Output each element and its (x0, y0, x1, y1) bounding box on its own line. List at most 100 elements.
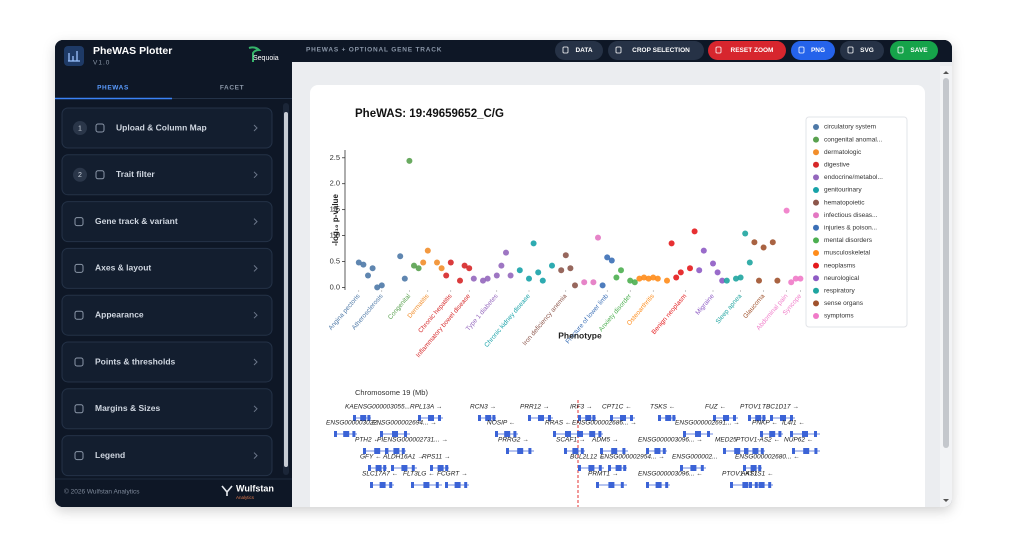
section-card[interactable] (61, 107, 273, 149)
point[interactable] (374, 284, 381, 291)
point[interactable] (737, 274, 744, 281)
point[interactable] (466, 265, 473, 272)
point[interactable] (567, 265, 574, 272)
point[interactable] (792, 275, 799, 282)
point[interactable] (397, 253, 404, 260)
point[interactable] (562, 252, 569, 259)
toolbar-button[interactable] (708, 41, 786, 60)
point[interactable] (581, 279, 588, 286)
section-card[interactable] (61, 435, 273, 477)
point[interactable] (599, 282, 606, 289)
point[interactable] (733, 275, 739, 282)
point[interactable] (608, 257, 615, 264)
point[interactable] (797, 275, 804, 282)
point[interactable] (604, 254, 611, 261)
point[interactable] (558, 267, 565, 274)
point[interactable] (420, 259, 427, 266)
point[interactable] (687, 265, 693, 272)
point[interactable] (369, 265, 376, 272)
gene-exon (375, 465, 382, 471)
point[interactable] (627, 277, 634, 284)
point[interactable] (783, 207, 790, 214)
sidebar-scroll-thumb[interactable] (284, 112, 288, 467)
point[interactable] (549, 262, 555, 269)
point[interactable] (654, 275, 661, 282)
point[interactable] (535, 269, 542, 276)
point[interactable] (668, 240, 675, 247)
point[interactable] (443, 272, 450, 279)
point[interactable] (360, 261, 367, 268)
point[interactable] (645, 275, 652, 282)
toolbar-button[interactable] (840, 41, 884, 60)
point[interactable] (530, 240, 537, 247)
point[interactable] (470, 275, 477, 282)
section-card[interactable] (61, 247, 273, 289)
section-card[interactable] (61, 341, 273, 383)
point[interactable] (760, 244, 767, 251)
point[interactable] (516, 267, 523, 274)
point[interactable] (696, 267, 703, 274)
point[interactable] (641, 274, 647, 281)
point[interactable] (751, 239, 758, 246)
point[interactable] (673, 274, 680, 281)
point[interactable] (365, 272, 371, 279)
point[interactable] (539, 277, 546, 284)
gene-exon (790, 415, 793, 421)
point[interactable] (636, 275, 643, 282)
point[interactable] (415, 265, 422, 272)
section-card[interactable] (61, 154, 273, 196)
point[interactable] (447, 259, 454, 266)
point[interactable] (788, 279, 795, 286)
main-scroll-thumb[interactable] (943, 78, 949, 448)
point[interactable] (691, 228, 698, 235)
gene-exon (392, 431, 398, 437)
point[interactable] (572, 282, 578, 289)
gene-exon (620, 415, 626, 421)
toolbar-button[interactable] (608, 41, 704, 60)
section-card[interactable] (61, 388, 273, 430)
point[interactable] (590, 279, 597, 286)
point[interactable] (774, 277, 781, 284)
gene-exon (760, 431, 763, 437)
tab[interactable]: FACET (220, 85, 244, 92)
point[interactable] (769, 239, 776, 246)
section-card[interactable] (61, 201, 273, 243)
toolbar-button[interactable] (791, 41, 835, 60)
point[interactable] (700, 247, 707, 254)
point[interactable] (723, 277, 730, 284)
section-card[interactable] (61, 294, 273, 336)
point[interactable] (618, 267, 624, 274)
toolbar-button[interactable] (555, 41, 603, 60)
point[interactable] (595, 234, 601, 241)
point[interactable] (677, 269, 684, 276)
point[interactable] (424, 247, 431, 254)
point[interactable] (461, 262, 468, 269)
point[interactable] (480, 277, 486, 284)
point[interactable] (401, 275, 408, 282)
point[interactable] (498, 262, 505, 269)
point[interactable] (746, 259, 753, 266)
point[interactable] (507, 272, 514, 279)
point[interactable] (650, 274, 657, 281)
point[interactable] (434, 259, 440, 266)
point[interactable] (355, 259, 362, 266)
point[interactable] (526, 275, 532, 282)
point[interactable] (406, 157, 413, 164)
point[interactable] (438, 265, 445, 272)
point[interactable] (411, 262, 417, 269)
point[interactable] (756, 277, 762, 284)
point[interactable] (457, 277, 463, 284)
point[interactable] (742, 230, 749, 237)
point[interactable] (664, 277, 670, 284)
toolbar-button[interactable] (890, 41, 938, 60)
tab[interactable]: PHEWAS (97, 85, 129, 92)
point[interactable] (613, 274, 620, 281)
point[interactable] (710, 260, 716, 267)
point[interactable] (631, 279, 638, 286)
point[interactable] (719, 277, 726, 284)
point[interactable] (378, 282, 385, 289)
point[interactable] (484, 275, 491, 282)
point[interactable] (493, 272, 500, 279)
point[interactable] (714, 269, 721, 276)
point[interactable] (503, 249, 509, 256)
